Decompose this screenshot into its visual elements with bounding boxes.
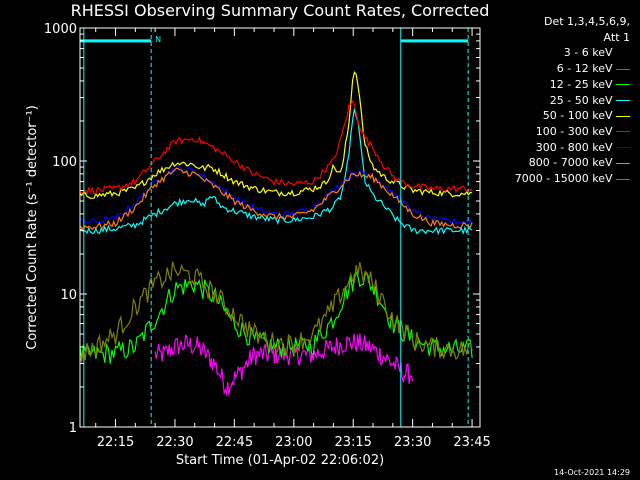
x-tick-label: 22:15 <box>97 435 134 450</box>
legend-label: 800 - 7000 keV <box>528 156 616 170</box>
legend-entry: 800 - 7000 keV <box>515 155 630 171</box>
series-line <box>79 165 473 226</box>
legend-label: 7000 - 15000 keV <box>514 172 616 186</box>
chart-title: RHESSI Observing Summary Count Rates, Co… <box>70 1 490 20</box>
legend-label: 300 - 800 keV <box>535 140 616 154</box>
legend-swatch <box>616 131 630 133</box>
legend-entry: 300 - 800 keV <box>515 140 630 156</box>
series-line <box>79 261 473 364</box>
plot-area: N 1 10 100 1000 22:15 22:30 22:45 23:00 23:15 23:3… <box>25 22 491 468</box>
legend-swatch <box>616 178 630 180</box>
legend-entries: 3 - 6 keV 6 - 12 keV 12 - 25 keV 25 - 50… <box>515 45 630 186</box>
attenuator-label: N <box>155 35 161 44</box>
legend-label: 25 - 50 keV <box>549 93 616 107</box>
legend-label: 12 - 25 keV <box>549 77 616 91</box>
legend-swatch <box>616 52 630 54</box>
legend-entry: 25 - 50 keV <box>515 93 630 109</box>
legend-swatch <box>616 147 630 149</box>
legend-entry: 12 - 25 keV <box>515 77 630 93</box>
legend-label: 6 - 12 keV <box>556 62 616 76</box>
legend-swatch <box>616 84 630 86</box>
timestamp: 14-Oct-2021 14:29 <box>554 468 630 477</box>
legend-label: 3 - 6 keV <box>563 46 616 60</box>
series-line <box>79 108 473 236</box>
legend-label: 50 - 100 keV <box>542 109 616 123</box>
y-axis-label: Corrected Count Rate (s⁻¹ detector⁻¹) <box>25 105 40 350</box>
x-tick-label: 22:30 <box>156 435 193 450</box>
legend-swatch <box>616 162 630 164</box>
y-tick-label: 1000 <box>44 22 77 37</box>
y-tick-label: 10 <box>60 288 77 303</box>
legend-entry: 100 - 300 keV <box>515 124 630 140</box>
legend-entry: 50 - 100 keV <box>515 108 630 124</box>
series-line <box>79 167 473 231</box>
legend-header-line: Det 1,3,4,5,6,9, <box>543 15 630 28</box>
legend-entry: 3 - 6 keV <box>515 45 630 61</box>
x-tick-label: 23:00 <box>275 435 312 450</box>
series-line <box>79 100 473 195</box>
x-tick-label: 22:45 <box>216 435 253 450</box>
x-tick-label: 23:45 <box>453 435 490 450</box>
legend-entry: 6 - 12 keV <box>515 61 630 77</box>
legend: Det 1,3,4,5,6,9, Att 1 3 - 6 keV 6 - 12 … <box>515 14 630 187</box>
legend-swatch <box>616 68 630 70</box>
plot-frame <box>79 27 481 428</box>
legend-label: 100 - 300 keV <box>535 124 616 138</box>
legend-header-line: Att 1 <box>603 30 630 44</box>
x-tick-label: 23:30 <box>394 435 431 450</box>
x-axis-label: Start Time (01-Apr-02 22:06:02) <box>176 453 384 468</box>
legend-swatch <box>616 100 630 102</box>
legend-entry: 7000 - 15000 keV <box>515 171 630 187</box>
legend-header: Det 1,3,4,5,6,9, Att 1 <box>515 14 630 45</box>
y-tick-label: 100 <box>52 155 77 170</box>
series-line <box>154 333 414 395</box>
legend-swatch <box>616 115 630 117</box>
y-tick-label: 1 <box>69 421 77 436</box>
x-tick-label: 23:15 <box>334 435 371 450</box>
